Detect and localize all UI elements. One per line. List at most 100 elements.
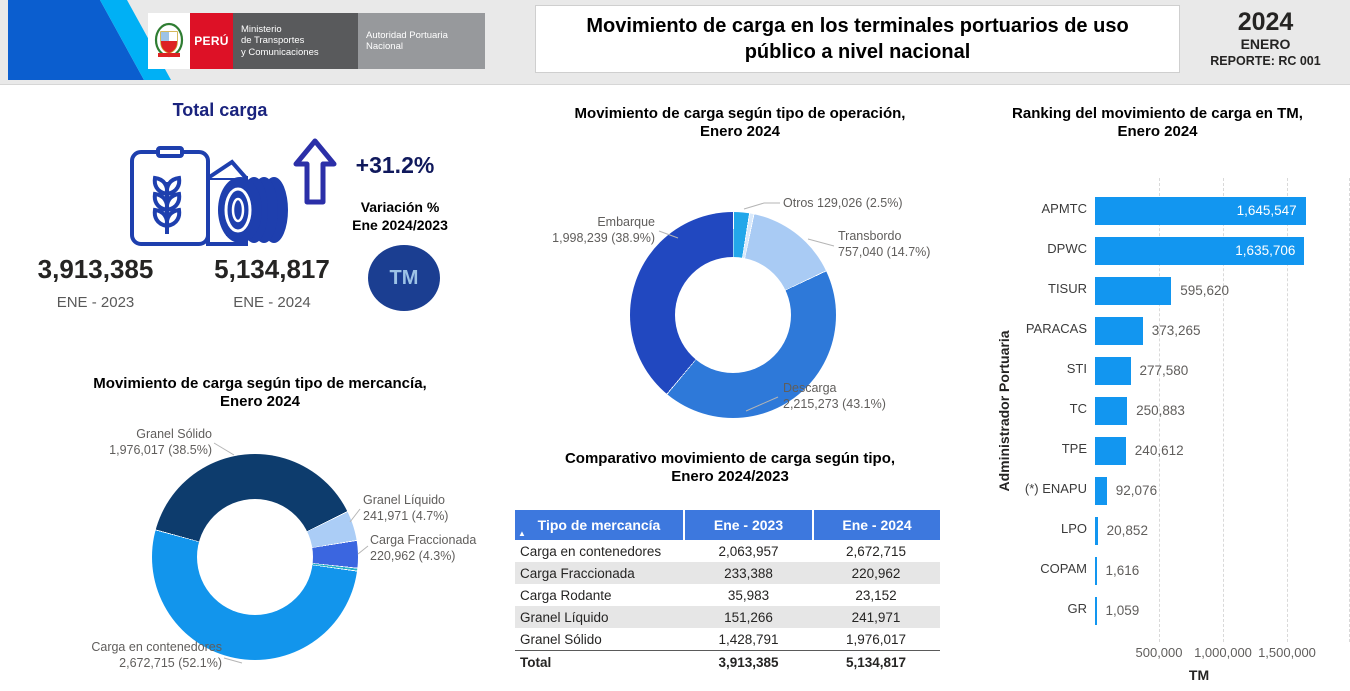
bar-category-label: (*) ENAPU (1024, 481, 1087, 496)
row-label: Granel Sólido (520, 631, 602, 647)
bar[interactable] (1095, 517, 1098, 545)
merchandise-donut-chart: Movimiento de carga según tipo de mercan… (20, 375, 500, 691)
column-header-2023-label: Ene - 2023 (713, 517, 784, 533)
row-value: 233,388 (724, 565, 773, 581)
row-value: 1,428,791 (718, 631, 779, 647)
table-title-line1: Comparativo movimiento de carga según ti… (564, 450, 896, 467)
report-title-box: Movimiento de carga en los terminales po… (535, 5, 1180, 73)
column-header-2024-label: Ene - 2024 (842, 517, 912, 533)
peru-coat-of-arms (148, 13, 190, 69)
increase-arrow-icon (293, 138, 337, 211)
bar[interactable] (1095, 317, 1143, 345)
column-header-2023[interactable]: Ene - 2023 (685, 510, 812, 540)
bar-track: 1,616 (1095, 557, 1350, 585)
row-value: 35,983 (727, 587, 770, 603)
bar-value-label: 373,265 (1151, 323, 1201, 338)
variation-label-line1: Variación % (360, 199, 440, 215)
coat-of-arms-icon (154, 22, 184, 58)
bar[interactable] (1095, 437, 1126, 465)
bar-row-tc: TC 250,883 (965, 391, 1350, 431)
descarga-name: Descarga (783, 381, 837, 395)
row-label: Granel Líquido (520, 609, 609, 625)
row-value: 2,063,957 (718, 543, 779, 559)
bar[interactable] (1095, 477, 1107, 505)
apn-logo-block: Autoridad Portuaria Nacional (358, 13, 485, 69)
bar[interactable] (1095, 397, 1128, 425)
granel-solido-value: 1,976,017 (38.5%) (109, 442, 212, 457)
table-row[interactable]: Carga en contenedores 2,063,957 2,672,715 (515, 540, 940, 562)
table-row[interactable]: Granel Líquido 151,266 241,971 (515, 606, 940, 628)
embarque-value: 1,998,239 (38.9%) (552, 230, 655, 245)
operation-donut-hole (675, 257, 791, 373)
descarga-value: 2,215,273 (43.1%) (783, 396, 886, 411)
variation-label-line2: Ene 2024/2023 (352, 217, 448, 233)
bar-row-tpe: TPE 240,612 (965, 431, 1350, 471)
bar-value-label: 240,612 (1134, 443, 1184, 458)
bar-row-lpo: LPO 20,852 (965, 511, 1350, 551)
bar-row-paracas: PARACAS 373,265 (965, 311, 1350, 351)
bar-value-label: 20,852 (1106, 523, 1148, 538)
table-row[interactable]: Granel Sólido 1,428,791 1,976,017 (515, 628, 940, 650)
total-curr-label: ENE - 2024 (233, 294, 311, 311)
granel-solido-name: Granel Sólido (136, 427, 212, 441)
bar[interactable] (1095, 357, 1131, 385)
column-header-tipo[interactable]: ▲ Tipo de mercancía (515, 510, 683, 540)
bar[interactable] (1095, 597, 1097, 625)
row-label: Carga Fraccionada (520, 565, 635, 581)
bar-row-tisur: TISUR 595,620 (965, 271, 1350, 311)
bar-track: 595,620 (1095, 277, 1350, 305)
merchandise-title-line1: Movimiento de carga según tipo de mercan… (93, 375, 427, 392)
report-title: Movimiento de carga en los terminales po… (586, 15, 1129, 63)
row-label: Carga en contenedores (520, 543, 662, 559)
bar-category-label: TISUR (1048, 281, 1087, 296)
bar-row--enapu: (*) ENAPU 92,076 (965, 471, 1350, 511)
row-value: 220,962 (851, 565, 901, 581)
bar-category-label: COPAM (1040, 561, 1087, 576)
bar-track: 1,635,706 (1095, 237, 1350, 265)
total-2023-value: 3,913,385 (718, 655, 779, 670)
row-value: 241,971 (851, 609, 901, 625)
bar-category-label: TC (1069, 401, 1087, 416)
bar-value-label: 1,059 (1105, 603, 1140, 618)
government-logo-bar: PERÚ Ministerio de Transportes y Comunic… (148, 13, 485, 69)
bar[interactable] (1095, 277, 1172, 305)
bar[interactable]: 1,645,547 (1095, 197, 1306, 225)
bar-track: 250,883 (1095, 397, 1350, 425)
row-value: 1,976,017 (845, 631, 907, 647)
ranking-bar-chart: Ranking del movimiento de carga en TM, E… (965, 105, 1350, 691)
report-code: REPORTE: RC 001 (1210, 54, 1321, 68)
merchandise-label-granel-solido: Granel Sólido 1,976,017 (38.5%) (60, 427, 212, 458)
column-header-2024[interactable]: Ene - 2024 (814, 510, 940, 540)
bar-value-label: 1,635,706 (1235, 243, 1296, 258)
table-row[interactable]: Carga Fraccionada 233,388 220,962 (515, 562, 940, 584)
x-tick-1m: 1,000,000 (1194, 645, 1252, 660)
bar-value-label: 250,883 (1136, 403, 1185, 418)
embarque-name: Embarque (597, 215, 655, 229)
sort-ascending-icon[interactable]: ▲ (518, 529, 526, 538)
operation-label-embarque: Embarque 1,998,239 (38.9%) (530, 215, 655, 246)
bar-row-dpwc: DPWC 1,635,706 (965, 231, 1350, 271)
total-label: Total (520, 655, 552, 670)
merchandise-donut-hole (197, 499, 313, 615)
bar-rows: APMTC 1,645,547 DPWC 1,635,706 TISUR 595,620 P… (965, 191, 1350, 631)
operation-label-otros: Otros 129,026 (2.5%) (783, 196, 903, 210)
operation-chart-title: Movimiento de carga según tipo de operac… (520, 105, 960, 141)
mtc-line: de Transportes (241, 35, 305, 47)
total-curr-value: 5,134,817 (214, 254, 330, 284)
carga-fraccionada-value: 220,962 (4.3%) (370, 548, 456, 563)
bar[interactable]: 1,635,706 (1095, 237, 1305, 265)
bar[interactable] (1095, 557, 1097, 585)
bar-category-label: TPE (1061, 441, 1087, 456)
total-carga-title: Total carga (172, 100, 268, 120)
granel-liquido-value: 241,971 (4.7%) (363, 508, 449, 523)
header-band: PERÚ Ministerio de Transportes y Comunic… (0, 0, 1350, 85)
merchandise-label-carga-fraccionada: Carga Fraccionada 220,962 (4.3%) (370, 533, 500, 564)
x-tick-1-5m: 1,500,000 (1258, 645, 1316, 660)
comparative-table: ▲ Tipo de mercancía Ene - 2023 Ene - 202… (515, 510, 940, 674)
bar-track: 1,059 (1095, 597, 1350, 625)
bar-category-label: GR (1067, 601, 1088, 616)
variation-label: Variación % Ene 2024/2023 (335, 198, 465, 234)
x-tick-500k: 500,000 (1135, 645, 1183, 660)
table-row[interactable]: Carga Rodante 35,983 23,152 (515, 584, 940, 606)
